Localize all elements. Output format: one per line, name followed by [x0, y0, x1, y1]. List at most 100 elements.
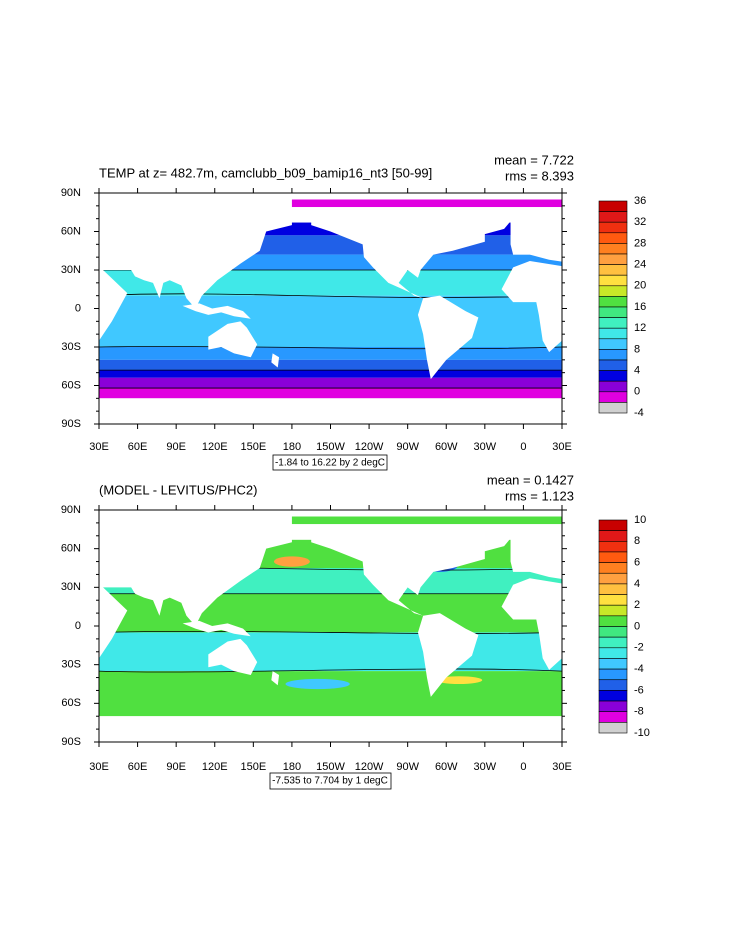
lat-label: 30N [61, 264, 81, 276]
colorbar-label: 2 [634, 599, 640, 611]
map-2 [99, 510, 562, 743]
colorbar-box [598, 540, 628, 553]
lon-label: 30W [474, 761, 497, 773]
colorbar-box [598, 200, 628, 212]
lat-label: 90S [61, 736, 81, 748]
colorbar-box [598, 359, 628, 371]
lat-label: 0 [75, 620, 81, 632]
colorbar-box [598, 700, 628, 712]
lat-label: 90N [61, 187, 81, 199]
lat-label: 30S [61, 341, 81, 353]
colorbar-box [598, 211, 628, 223]
lon-label: 150E [240, 761, 266, 773]
mean-label: mean = 7.722 [494, 152, 574, 167]
colorbar-box [598, 626, 628, 638]
colorbar-label: 4 [634, 365, 640, 377]
colorbar-label: -4 [634, 407, 644, 419]
lat-label: 60S [61, 379, 81, 391]
colorbar-label: 0 [634, 620, 640, 632]
colorbar-label: 36 [634, 195, 646, 207]
lon-label: 90W [396, 761, 419, 773]
lat-label: 90N [61, 504, 81, 516]
colorbar-box [598, 285, 628, 297]
lon-label: 150E [240, 441, 266, 453]
lon-label: 60W [435, 441, 458, 453]
colorbar-box [598, 221, 628, 234]
colorbar-box [598, 391, 628, 403]
colorbar-box [598, 519, 628, 531]
colorbar-box [598, 306, 628, 318]
colorbar-box [598, 722, 628, 734]
lon-label: 90E [166, 761, 186, 773]
colorbar-label: 32 [634, 216, 646, 228]
panel-title: (MODEL - LEVITUS/PHC2) [99, 482, 257, 497]
lon-label: 180 [283, 441, 301, 453]
lat-label: 60S [61, 697, 81, 709]
info-box [269, 772, 392, 790]
lat-label: 0 [75, 302, 81, 314]
lat-label: 60N [61, 225, 81, 237]
colorbar-label: 10 [634, 514, 646, 526]
colorbar-box [598, 636, 628, 649]
colorbar-label: -2 [634, 642, 644, 654]
lon-label: 180 [283, 761, 301, 773]
colorbar-box [598, 658, 628, 670]
info-box [272, 454, 388, 471]
contour-info: -1.84 to 16.22 by 2 degC [275, 458, 385, 469]
colorbar-box [598, 274, 628, 287]
colorbar-box [598, 264, 628, 276]
colorbar-label: 0 [634, 386, 640, 398]
lon-label: 120W [355, 761, 384, 773]
lon-label: 30E [552, 761, 572, 773]
mean-label: mean = 0.1427 [487, 472, 574, 487]
colorbar-label: 24 [634, 259, 646, 271]
lon-label: 90W [396, 441, 419, 453]
lon-label: 90E [166, 441, 186, 453]
colorbar-box [598, 296, 628, 308]
colorbar-box [598, 349, 628, 361]
colorbar-box [598, 243, 628, 255]
colorbar-label: 8 [634, 535, 640, 547]
colorbar-label: -8 [634, 706, 644, 718]
lon-label: 60E [128, 441, 148, 453]
lon-label: 30W [474, 441, 497, 453]
lon-label: 120E [202, 441, 228, 453]
colorbar-box [598, 711, 628, 723]
colorbar-label: -10 [634, 727, 650, 739]
colorbar-box [598, 647, 628, 659]
colorbar-box [598, 317, 628, 329]
colorbar-label: 12 [634, 322, 646, 334]
colorbar-label: 16 [634, 301, 646, 313]
colorbar-box [598, 604, 628, 617]
colorbar-label: 4 [634, 578, 640, 590]
lon-label: 60E [128, 761, 148, 773]
colorbar-box [598, 583, 628, 595]
lon-label: 150W [316, 761, 345, 773]
colorbar-label: 20 [634, 280, 646, 292]
colorbar-box [598, 690, 628, 702]
colorbar-box [598, 380, 628, 393]
lon-label: 120E [202, 761, 228, 773]
lat-label: 30N [61, 581, 81, 593]
lon-label: 150W [316, 441, 345, 453]
lon-label: 30E [552, 441, 572, 453]
colorbar-box [598, 594, 628, 606]
lon-label: 0 [520, 441, 526, 453]
colorbar-label: 6 [634, 557, 640, 569]
colorbar-box [598, 338, 628, 350]
map-1 [99, 193, 562, 424]
colorbar-box [598, 551, 628, 563]
colorbar-box [598, 327, 628, 340]
colorbar-box [598, 253, 628, 265]
lat-label: 90S [61, 418, 81, 430]
colorbar-box [598, 572, 628, 585]
lon-label: 0 [520, 761, 526, 773]
lon-label: 120W [355, 441, 384, 453]
colorbar-box [598, 402, 628, 414]
colorbar-box [598, 668, 628, 681]
colorbar-label: 8 [634, 343, 640, 355]
lon-label: 30E [89, 761, 109, 773]
colorbar-box [598, 562, 628, 574]
panel-title: TEMP at z= 482.7m, camclubb_b09_bamip16_… [99, 165, 432, 180]
